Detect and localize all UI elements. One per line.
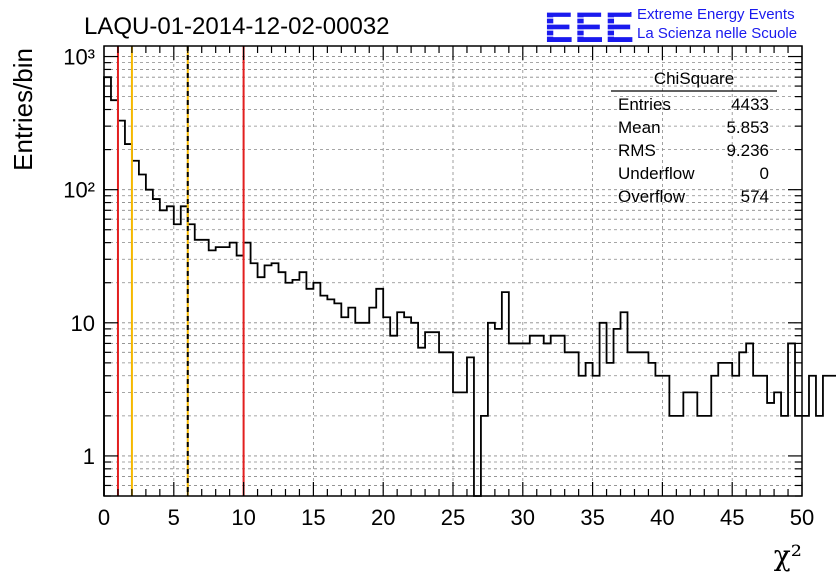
- chart-title: LAQU-01-2014-12-02-00032: [84, 13, 390, 40]
- stats-box: ChiSquare Entries 4433 Mean 5.853 RMS 9.…: [611, 69, 777, 206]
- x-tick-label: 15: [301, 505, 325, 530]
- x-tick-label: 40: [650, 505, 674, 530]
- x-tick-label: 0: [98, 505, 110, 530]
- stats-value-overflow: 574: [741, 187, 769, 206]
- logo-mark: EEE: [544, 3, 635, 52]
- x-tick-label: 25: [441, 505, 465, 530]
- x-tick-label: 10: [231, 505, 255, 530]
- axes: 0 5 10 15 20 25 30 35 40 45 50 1 10 10² 10³: [63, 45, 814, 530]
- logo-line-2: La Scienza nelle Scuole: [637, 25, 797, 42]
- y-tick-label: 10³: [63, 45, 95, 70]
- stats-label-rms: RMS: [618, 141, 656, 160]
- x-axis-title: χ²: [774, 539, 802, 572]
- y-tick-label: 10²: [63, 178, 95, 203]
- x-tick-label: 20: [371, 505, 395, 530]
- stats-label-entries: Entries: [618, 95, 671, 114]
- y-tick-label: 1: [83, 444, 95, 469]
- grid-lines: [104, 46, 802, 497]
- stats-label-underflow: Underflow: [618, 164, 695, 183]
- y-axis-title: Entries/bin: [8, 48, 38, 171]
- x-tick-label: 35: [580, 505, 604, 530]
- y-tick-label: 10: [71, 311, 95, 336]
- stats-value-underflow: 0: [760, 164, 769, 183]
- stats-value-mean: 5.853: [726, 118, 769, 137]
- histogram-outline: [103, 76, 836, 497]
- x-tick-label: 50: [790, 505, 814, 530]
- x-tick-label: 45: [720, 505, 744, 530]
- stats-value-entries: 4433: [731, 95, 769, 114]
- logo-line-1: Extreme Energy Events: [637, 6, 795, 23]
- threshold-lines: [116, 46, 245, 496]
- x-tick-label: 30: [511, 505, 535, 530]
- stats-box-name: ChiSquare: [654, 69, 734, 88]
- logo-stripes: [544, 11, 630, 37]
- stats-label-overflow: Overflow: [618, 187, 686, 206]
- histogram-layer: [103, 76, 836, 497]
- stats-value-rms: 9.236: [726, 141, 769, 160]
- stats-label-mean: Mean: [618, 118, 661, 137]
- x-tick-label: 5: [168, 505, 180, 530]
